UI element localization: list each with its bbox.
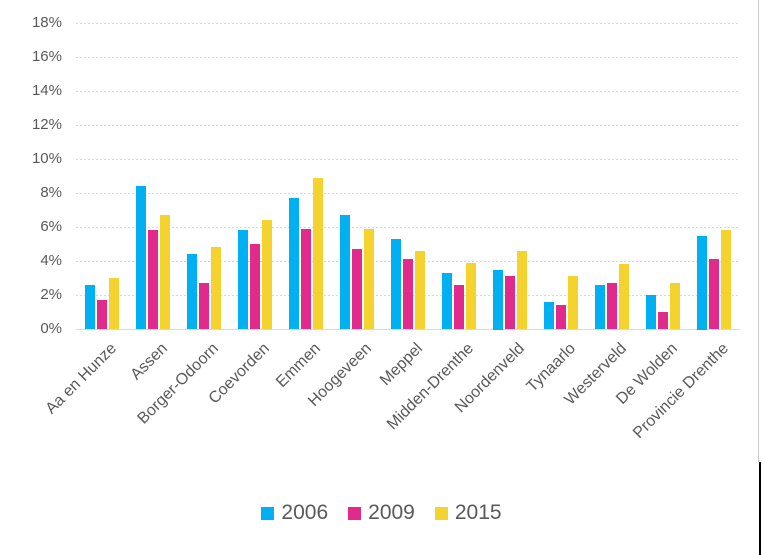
legend-swatch-icon xyxy=(348,506,362,520)
bar-2006 xyxy=(187,254,197,329)
legend-label: 2015 xyxy=(454,501,502,524)
gridline xyxy=(76,227,740,228)
bar-2009 xyxy=(148,230,158,329)
legend-label: 2009 xyxy=(368,501,415,524)
bar-2009 xyxy=(658,312,668,329)
y-tick-label: 0% xyxy=(40,320,62,337)
gridline xyxy=(76,23,740,24)
bar-2009 xyxy=(709,259,719,329)
y-tick-label: 16% xyxy=(31,48,62,65)
legend-item-2009: 2009 xyxy=(348,501,415,525)
y-tick-label: 18% xyxy=(31,14,62,31)
bar-2015 xyxy=(109,278,119,329)
bar-2006 xyxy=(340,215,350,329)
window-right-edge-line xyxy=(759,462,761,555)
bar-2009 xyxy=(403,259,413,329)
y-tick-label: 4% xyxy=(40,252,62,269)
bar-2009 xyxy=(505,276,515,329)
bar-2015 xyxy=(415,251,425,329)
gridline xyxy=(76,125,740,126)
y-tick-label: 2% xyxy=(40,286,62,303)
bar-2015 xyxy=(211,247,221,329)
bar-2009 xyxy=(97,300,107,329)
legend-swatch-icon xyxy=(261,506,275,520)
y-tick-label: 8% xyxy=(40,184,62,201)
gridline xyxy=(76,193,740,194)
legend-item-2006: 2006 xyxy=(261,501,328,525)
bar-2006 xyxy=(85,285,95,329)
bar-2015 xyxy=(670,283,680,329)
gridline xyxy=(76,91,740,92)
bar-2015 xyxy=(313,178,323,329)
y-tick-label: 14% xyxy=(31,82,62,99)
bar-2009 xyxy=(199,283,209,329)
bar-2006 xyxy=(238,230,248,329)
legend-item-2015: 2015 xyxy=(434,501,502,525)
bar-2006 xyxy=(136,186,146,329)
bar-2006 xyxy=(646,295,656,329)
y-tick-label: 12% xyxy=(31,116,62,133)
bar-2009 xyxy=(352,249,362,329)
bar-2015 xyxy=(721,230,731,329)
y-tick-label: 10% xyxy=(31,150,62,167)
legend-label: 2006 xyxy=(281,501,329,524)
bar-2009 xyxy=(607,283,617,329)
bar-2006 xyxy=(442,273,452,329)
gridline xyxy=(76,159,740,160)
legend-swatch-icon xyxy=(434,506,448,520)
bar-2006 xyxy=(493,270,503,330)
bar-2009 xyxy=(454,285,464,329)
bar-2006 xyxy=(289,198,299,329)
screen-right-edge-line xyxy=(758,0,759,462)
bar-2009 xyxy=(556,305,566,329)
bar-2015 xyxy=(568,276,578,329)
legend: 2006 2009 2015 xyxy=(0,501,763,525)
bar-2015 xyxy=(466,263,476,329)
gridline xyxy=(76,57,740,58)
bar-2015 xyxy=(517,251,527,329)
bar-2009 xyxy=(250,244,260,329)
y-tick-label: 6% xyxy=(40,218,62,235)
bar-2009 xyxy=(301,229,311,329)
bar-2015 xyxy=(262,220,272,329)
bar-2006 xyxy=(697,236,707,330)
bar-2015 xyxy=(364,229,374,329)
bar-2006 xyxy=(595,285,605,329)
bar-2015 xyxy=(619,264,629,329)
bar-2006 xyxy=(544,302,554,329)
x-axis-line xyxy=(76,329,740,330)
bar-2015 xyxy=(160,215,170,329)
bar-2006 xyxy=(391,239,401,329)
